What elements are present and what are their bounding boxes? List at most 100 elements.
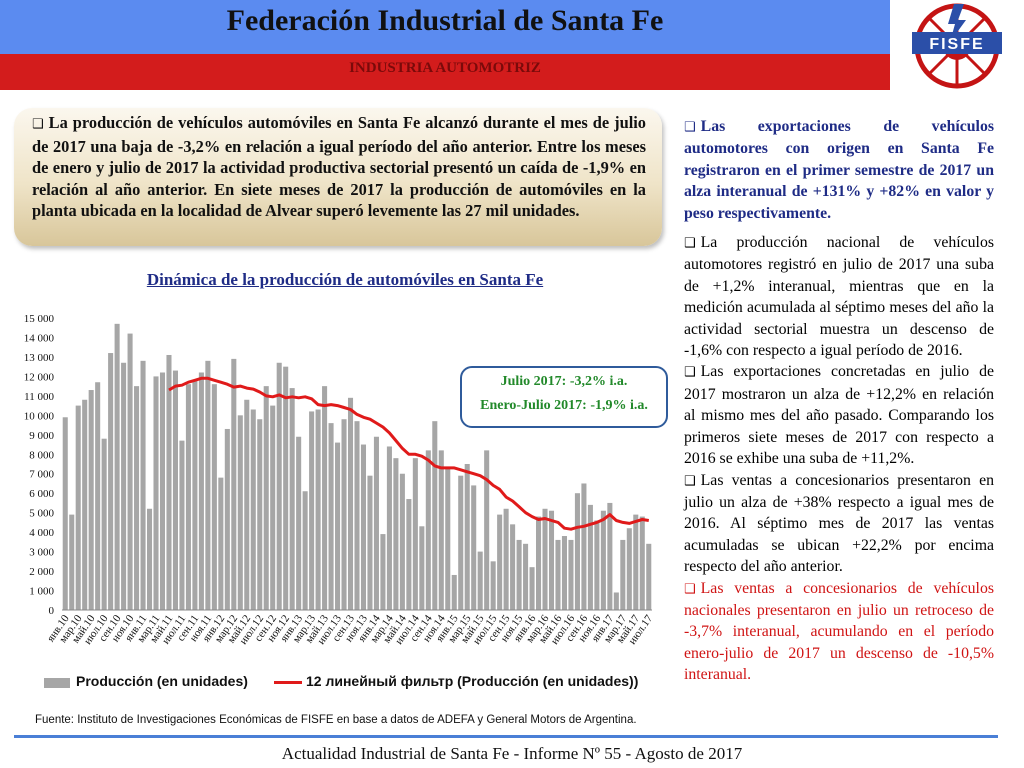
footer-text: Actualidad Industrial de Santa Fe - Info…: [281, 744, 743, 763]
production-bar: [179, 440, 185, 610]
production-bar: [451, 574, 457, 610]
callout-ytd: Enero-Julio 2017: -1,9% i.a.: [480, 398, 648, 413]
production-bar: [244, 399, 250, 610]
production-bar: [587, 504, 593, 610]
checkbox-bullet-icon: ❑: [32, 117, 44, 132]
summary-text: La producción de vehículos automóviles e…: [32, 113, 646, 221]
checkbox-bullet-icon: ❑: [684, 581, 696, 597]
production-bar: [386, 446, 392, 610]
production-bar: [146, 508, 153, 610]
production-bar: [335, 442, 341, 610]
callout-box: [460, 366, 668, 428]
production-bar: [231, 358, 237, 610]
fisfe-logo-icon: [912, 3, 1002, 89]
production-bar: [263, 386, 269, 610]
footer-divider: [14, 735, 998, 738]
y-tick-label: 2 000: [29, 566, 54, 578]
production-bar: [412, 458, 418, 610]
production-bar: [192, 380, 198, 610]
right-paragraph-sales: ❑ Las ventas a concesionarios presentaron…: [684, 471, 994, 576]
source-note: Fuente: Instituto de Investigaciones Eco…: [35, 714, 637, 726]
production-bar: [134, 386, 140, 610]
production-bar: [341, 419, 347, 610]
production-bar: [561, 536, 568, 610]
production-bar: [471, 485, 477, 610]
page-title: Federación Industrial de Santa Fe: [226, 4, 664, 37]
y-tick-label: 3 000: [29, 547, 54, 559]
production-bar: [101, 438, 107, 610]
y-tick-label: 0: [49, 605, 55, 617]
production-bar: [198, 372, 204, 610]
production-bar: [490, 561, 496, 610]
moving-average-line: [168, 376, 650, 531]
production-bar: [594, 520, 600, 610]
production-bar: [425, 450, 431, 610]
production-bar: [406, 499, 412, 610]
production-bar: [289, 388, 295, 610]
production-bar: [600, 510, 606, 610]
production-bar: [633, 514, 639, 610]
production-bar: [373, 436, 379, 610]
y-tick-label: 14 000: [24, 332, 55, 344]
checkbox-bullet-icon: ❑: [684, 236, 696, 252]
production-bar: [639, 516, 645, 610]
right-paragraph-national-production: ❑ La producción nacional de vehículos aut…: [684, 234, 994, 360]
section-title: INDUSTRIA AUTOMOTRIZ: [349, 60, 541, 76]
legend-line-label: 12 линейный фильтр (Producción (en unida…: [306, 673, 639, 689]
production-bar: [620, 539, 626, 610]
production-bar: [159, 372, 166, 610]
right-paragraph-exports: ❑ Las exportaciones concretadas en julio …: [684, 363, 994, 468]
y-tick-label: 1 000: [29, 586, 54, 598]
x-axis: янв.10мар.10май.10июл.10сен.10ноя.10янв.…: [45, 612, 656, 646]
legend-bar-swatch: [44, 678, 70, 688]
right-column: ❑ Las exportaciones de vehículos automoto…: [684, 116, 994, 686]
production-bar: [185, 384, 191, 610]
y-tick-label: 13 000: [24, 352, 55, 364]
production-bar: [458, 475, 464, 610]
production-bar: [276, 362, 282, 610]
production-bar: [542, 508, 548, 610]
production-bar: [218, 477, 224, 610]
chart-title: Dinámica de la producción de automóviles…: [146, 270, 544, 289]
production-bar: [516, 539, 522, 610]
production-bar: [205, 360, 211, 610]
production-bar: [646, 543, 652, 610]
production-bar: [613, 592, 619, 610]
production-bar: [548, 510, 555, 610]
production-bar: [380, 534, 386, 610]
legend-line-swatch: [274, 681, 302, 684]
logo-text: FISFE: [929, 36, 985, 53]
production-bar: [211, 384, 217, 610]
production-bar: [108, 353, 114, 610]
y-axis: 0 1 000 2 000 3 000 4 000 5 000 6 000 7 000 8 00…: [24, 313, 55, 617]
production-bar: [555, 539, 561, 610]
production-bar: [510, 524, 516, 610]
production-bar: [484, 450, 490, 610]
production-bar: [367, 475, 373, 610]
production-bar: [309, 411, 315, 610]
y-tick-label: 12 000: [24, 371, 55, 383]
production-bar: [445, 467, 451, 610]
production-bar: [270, 405, 276, 610]
production-bar: [283, 366, 289, 610]
checkbox-bullet-icon: ❑: [684, 120, 696, 135]
production-bar: [322, 386, 328, 610]
y-tick-label: 4 000: [29, 527, 54, 539]
production-bar: [250, 409, 256, 610]
production-bar: [82, 399, 88, 610]
production-bar: [315, 409, 321, 610]
production-bar: [95, 382, 101, 610]
right-paragraph-national-sales: ❑ Las ventas a concesionarios de vehículo…: [684, 579, 994, 684]
production-bar: [419, 526, 425, 610]
production-bar: [140, 360, 146, 610]
bar-series: [62, 323, 652, 611]
right-paragraph-exports-santafe: ❑ Las exportaciones de vehículos automoto…: [684, 118, 994, 222]
production-bar: [393, 458, 399, 610]
callout-july: Julio 2017: -3,2% i.a.: [500, 374, 628, 389]
production-bar: [432, 421, 438, 610]
production-bar: [503, 508, 509, 610]
y-tick-label: 11 000: [24, 391, 54, 403]
y-tick-label: 5 000: [29, 508, 54, 520]
production-bar: [523, 543, 529, 610]
production-bar: [626, 528, 632, 610]
